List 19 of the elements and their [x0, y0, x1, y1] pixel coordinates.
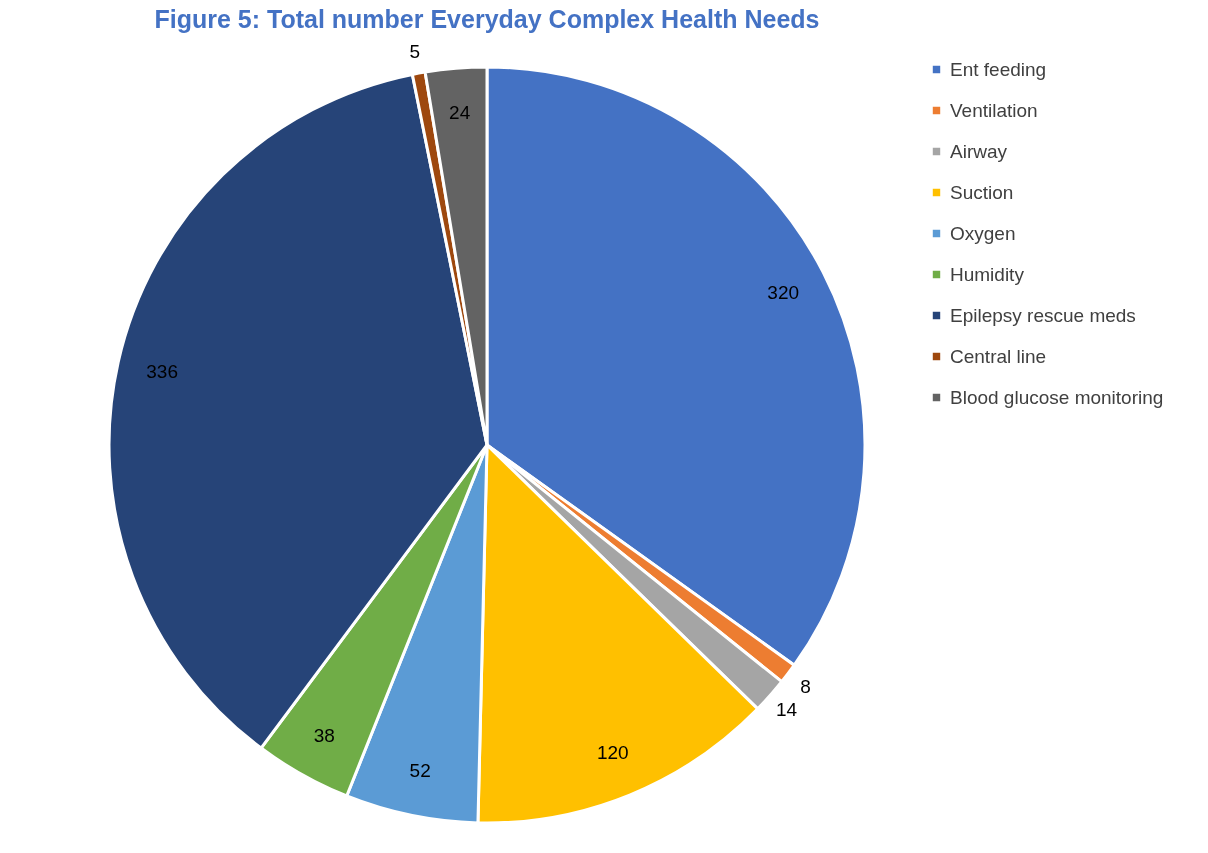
data-label: 24	[449, 102, 471, 124]
legend-label: Ent feeding	[950, 58, 1047, 80]
data-label: 320	[767, 281, 800, 303]
legend-label: Oxygen	[950, 222, 1016, 244]
data-label: 38	[313, 724, 335, 746]
data-label: 120	[596, 742, 629, 764]
chart-title: Figure 5: Total number Everyday Complex Health Needs	[154, 5, 820, 34]
data-label: 336	[146, 361, 178, 383]
data-label: 8	[800, 675, 811, 697]
data-label: 52	[409, 760, 431, 782]
legend-label: Airway	[950, 140, 1008, 162]
legend-label: Central line	[950, 345, 1047, 367]
legend-label: Ventilation	[950, 99, 1038, 121]
legend-label: Blood glucose monitoring	[950, 386, 1164, 408]
legend-label: Suction	[950, 181, 1014, 203]
legend-label: Humidity	[950, 263, 1025, 285]
data-label: 5	[409, 40, 421, 62]
data-label: 14	[775, 699, 798, 721]
legend-label: Epilepsy rescue meds	[950, 304, 1136, 326]
